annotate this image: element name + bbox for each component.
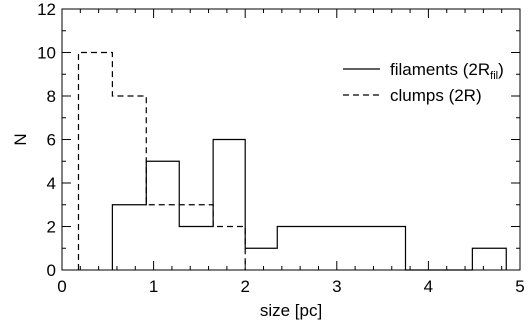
histogram-series (77, 51, 507, 271)
histogram-bar (277, 227, 405, 271)
histogram-bar (245, 248, 277, 270)
histogram-bar (213, 227, 245, 271)
plot-frame (61, 8, 521, 271)
y-tick-label: 4 (47, 174, 56, 193)
histogram-bar (472, 248, 506, 270)
y-tick-label: 2 (47, 218, 56, 237)
x-tick-label: 0 (57, 277, 66, 296)
x-tick-label: 2 (240, 277, 249, 296)
legend-label: filaments (2Rfil) (390, 60, 504, 82)
y-tick-label: 10 (37, 44, 56, 63)
x-axis-label: size [pc] (260, 301, 322, 320)
y-tick-label: 0 (47, 261, 56, 280)
x-tick-label: 1 (149, 277, 158, 296)
y-axis-label: N (11, 133, 30, 145)
x-tick-label: 5 (515, 277, 524, 296)
histogram-bar (146, 205, 179, 270)
y-tick-label: 6 (47, 131, 56, 150)
x-tick-label: 4 (424, 277, 433, 296)
legend-label: clumps (2R) (390, 86, 482, 105)
legend: filaments (2Rfil) clumps (2R) (343, 60, 504, 105)
y-tick-label: 8 (47, 87, 56, 106)
histogram-outline (77, 51, 246, 270)
histogram-bar (112, 96, 146, 270)
histogram-bar (78, 53, 112, 271)
histogram-series-2 (77, 51, 246, 271)
x-tick-label: 3 (332, 277, 341, 296)
histogram-bar (179, 205, 213, 270)
y-tick-label: 12 (37, 0, 56, 19)
